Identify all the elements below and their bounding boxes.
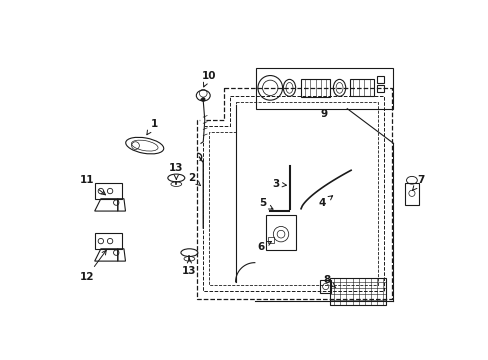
Text: 4: 4 bbox=[318, 196, 332, 208]
Bar bbox=[95, 233, 122, 249]
Text: 3: 3 bbox=[272, 179, 286, 189]
Bar bbox=[266, 215, 295, 249]
Bar bbox=[329, 278, 385, 305]
Text: 9: 9 bbox=[320, 109, 327, 119]
Polygon shape bbox=[201, 99, 204, 143]
Bar bbox=[349, 80, 373, 96]
Text: 8: 8 bbox=[323, 275, 335, 288]
Bar bbox=[404, 183, 418, 205]
Text: 12: 12 bbox=[80, 250, 106, 282]
Bar bbox=[256, 68, 393, 109]
Text: 5: 5 bbox=[258, 198, 272, 209]
Bar bbox=[95, 183, 122, 199]
Text: 10: 10 bbox=[201, 71, 216, 87]
Circle shape bbox=[202, 98, 204, 101]
Text: 2: 2 bbox=[188, 173, 200, 185]
Bar bbox=[376, 85, 384, 92]
Bar bbox=[376, 76, 384, 83]
Text: 13: 13 bbox=[182, 259, 196, 276]
Text: 13: 13 bbox=[169, 163, 183, 179]
Bar bbox=[320, 280, 330, 293]
Text: 1: 1 bbox=[146, 119, 157, 135]
Text: 11: 11 bbox=[80, 175, 105, 195]
Text: 7: 7 bbox=[412, 175, 424, 190]
Bar bbox=[267, 237, 274, 243]
Bar bbox=[301, 78, 329, 97]
Text: 6: 6 bbox=[257, 242, 271, 252]
